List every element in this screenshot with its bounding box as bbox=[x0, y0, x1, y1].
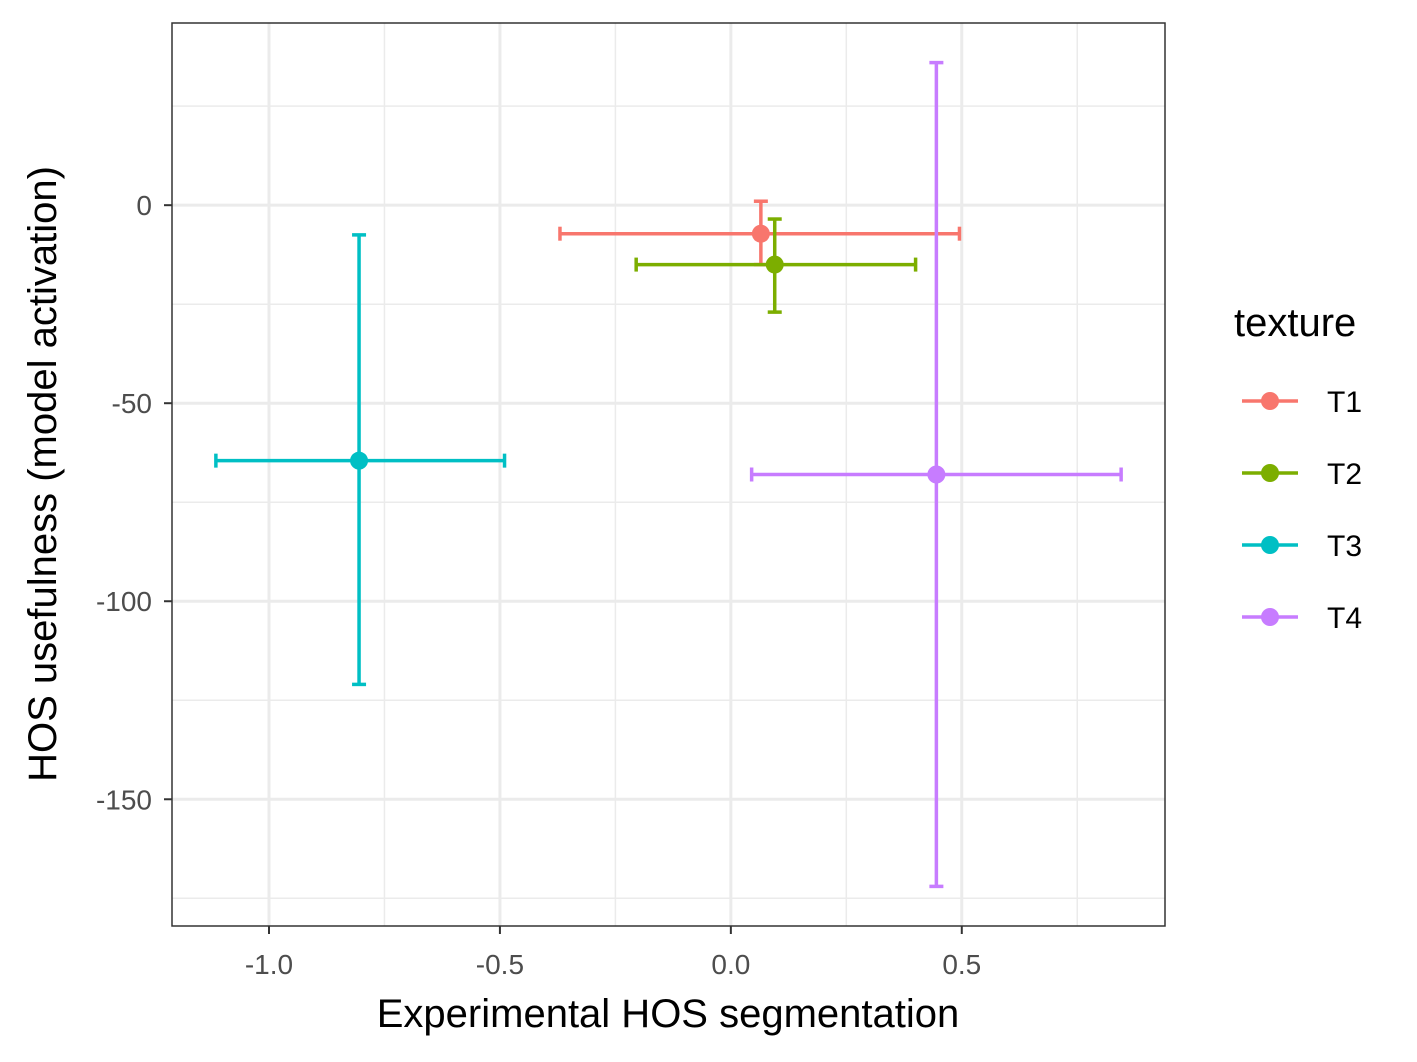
x-tick-label: -0.5 bbox=[476, 949, 524, 980]
y-axis: 0 -50 -100 -150 bbox=[96, 190, 172, 815]
y-tick-label: 0 bbox=[136, 190, 152, 221]
legend-item-t2: T2 bbox=[1242, 458, 1362, 491]
legend: texture T1 T2 T3 T4 bbox=[1234, 301, 1362, 635]
x-tick-label: -1.0 bbox=[245, 949, 293, 980]
panel-border bbox=[171, 22, 1166, 927]
legend-label: T4 bbox=[1327, 602, 1362, 635]
data-point bbox=[751, 224, 770, 243]
legend-label: T3 bbox=[1327, 530, 1362, 563]
series-t2 bbox=[634, 217, 918, 314]
legend-key-point bbox=[1261, 536, 1279, 554]
legend-title: texture bbox=[1234, 301, 1356, 345]
legend-label: T2 bbox=[1327, 458, 1362, 491]
grid-minor bbox=[172, 23, 1165, 926]
legend-item-t4: T4 bbox=[1242, 602, 1362, 635]
series-t1 bbox=[558, 199, 962, 267]
data-point bbox=[350, 451, 369, 470]
legend-key-point bbox=[1261, 464, 1279, 482]
data-point bbox=[927, 465, 946, 484]
y-tick-label: -100 bbox=[96, 586, 152, 617]
legend-item-t1: T1 bbox=[1242, 386, 1362, 419]
series-t3 bbox=[214, 233, 507, 687]
y-tick-label: -150 bbox=[96, 784, 152, 815]
legend-key-point bbox=[1261, 392, 1279, 410]
x-tick-label: 0.0 bbox=[711, 949, 750, 980]
data-point bbox=[765, 255, 784, 274]
x-tick-label: 0.5 bbox=[942, 949, 981, 980]
y-tick-label: -50 bbox=[112, 388, 152, 419]
series-t4 bbox=[749, 60, 1123, 889]
y-axis-title: HOS usefulness (model activation) bbox=[21, 166, 65, 782]
series-layer bbox=[214, 60, 1123, 889]
x-axis: -1.0 -0.5 0.0 0.5 bbox=[245, 926, 981, 980]
x-axis-title: Experimental HOS segmentation bbox=[377, 992, 960, 1036]
panel-border-rect bbox=[171, 22, 1166, 927]
legend-item-t3: T3 bbox=[1242, 530, 1362, 563]
grid-major bbox=[172, 23, 1165, 926]
legend-label: T1 bbox=[1327, 386, 1362, 419]
legend-key-point bbox=[1261, 608, 1279, 626]
